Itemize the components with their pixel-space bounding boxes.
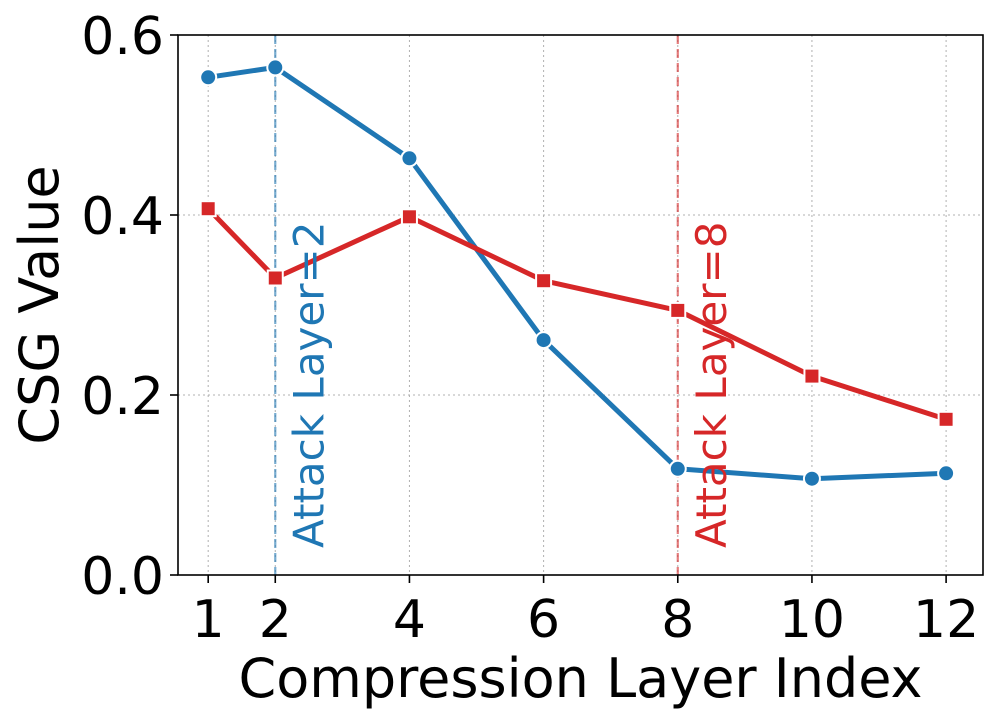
- y-axis-ticks: 0.0 0.2 0.4 0.6: [81, 7, 178, 607]
- data-point: [803, 367, 821, 385]
- data-point: [199, 200, 217, 218]
- data-point: [400, 149, 419, 168]
- data-point: [199, 68, 218, 87]
- y-tick-label: 0.6: [81, 7, 164, 67]
- attack-layer-label: Attack Layer=2: [284, 222, 333, 548]
- x-tick-label: 4: [393, 590, 426, 650]
- x-tick-label: 10: [779, 590, 845, 650]
- data-point: [668, 459, 687, 478]
- series-group: [199, 58, 956, 488]
- data-point: [266, 58, 285, 77]
- x-tick-label: 2: [259, 590, 292, 650]
- annotations: Attack Layer=2 Attack Layer=8: [284, 222, 735, 548]
- y-tick-label: 0.4: [81, 187, 164, 247]
- attack-layer-lines: [274, 35, 679, 575]
- data-point: [669, 301, 687, 319]
- data-point: [802, 469, 821, 488]
- x-tick-label: 12: [913, 590, 979, 650]
- data-point: [535, 272, 553, 290]
- x-tick-label: 6: [527, 590, 560, 650]
- y-axis-title: CSG Value: [8, 165, 71, 444]
- y-tick-label: 0.2: [81, 367, 164, 427]
- attack-layer-label: Attack Layer=8: [687, 222, 736, 548]
- x-tick-label: 8: [661, 590, 694, 650]
- plot-frame: [177, 34, 984, 576]
- x-axis-title: Compression Layer Index: [239, 647, 923, 710]
- data-point: [266, 269, 284, 287]
- data-point: [400, 208, 418, 226]
- data-point: [534, 331, 553, 350]
- y-tick-label: 0.0: [81, 547, 164, 607]
- x-tick-label: 1: [192, 590, 225, 650]
- data-point: [937, 464, 956, 483]
- x-axis-ticks: 1 2 4 6 8 10 12: [192, 575, 979, 650]
- data-point: [937, 410, 955, 428]
